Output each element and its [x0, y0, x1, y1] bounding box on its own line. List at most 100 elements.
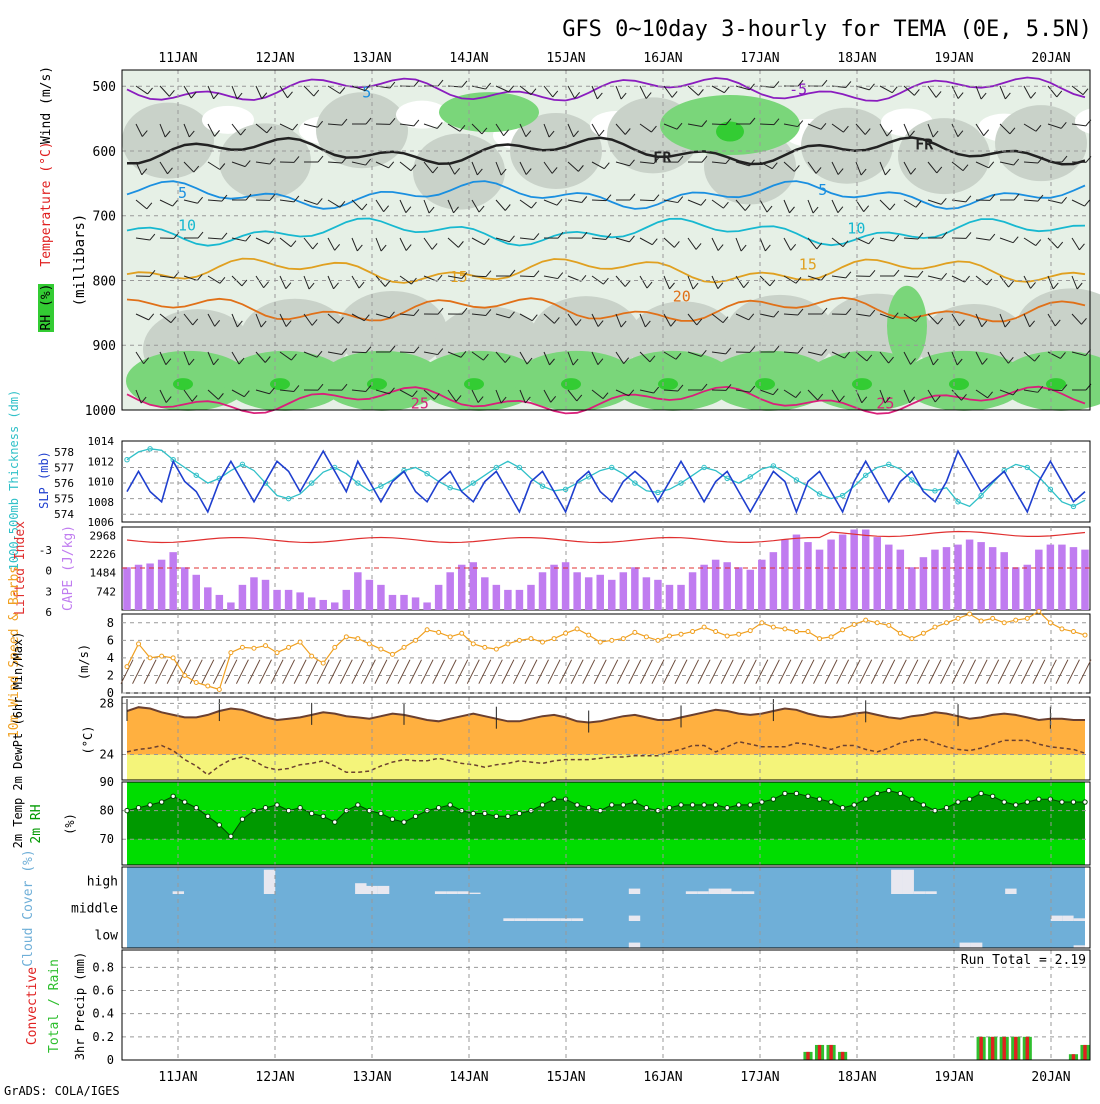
slp-tick-label: 1006 [88, 516, 115, 529]
rh2m-point [471, 811, 475, 815]
wind-speed-point [171, 656, 175, 660]
cape-bar [1000, 552, 1007, 610]
wind-speed-point [506, 642, 510, 646]
rh2m-point [575, 803, 579, 807]
cloud-cell-high [731, 891, 742, 894]
wind-barb [640, 200, 654, 201]
rh2m-point [275, 803, 279, 807]
wind-speed-point [194, 680, 198, 684]
wind-speed-point [725, 634, 729, 638]
rh2m-point [390, 817, 394, 821]
rh-saturated-region [173, 378, 193, 390]
cape-bar [643, 577, 650, 610]
rh2m-point [840, 806, 844, 810]
cape-bar [181, 567, 188, 610]
precip-tick-label: 0.8 [92, 960, 114, 974]
cape-bar [677, 585, 684, 610]
isotherm-label: -5 [789, 80, 807, 98]
precip-tick-label: 0.4 [92, 1007, 114, 1021]
cape-bar [250, 577, 257, 610]
pressure-tick-label: 800 [93, 274, 116, 289]
wind-speed-point [898, 631, 902, 635]
cape-bar [747, 570, 754, 610]
date-label-top: 16JAN [643, 51, 682, 66]
wind-tick-label: 8 [107, 616, 114, 630]
cape-bar [158, 560, 165, 610]
wind-speed-point [1071, 630, 1075, 634]
wind-speed-point [252, 646, 256, 650]
cape-bar [435, 585, 442, 610]
rh2m-point [817, 797, 821, 801]
temp-tick-label: 24 [100, 747, 114, 761]
wind-speed-point [679, 632, 683, 636]
cape-bar [262, 580, 269, 610]
cape-bar [735, 567, 742, 610]
rh2m-point [379, 811, 383, 815]
rh2m-point [540, 803, 544, 807]
cape-bar [527, 585, 534, 610]
wind-speed-point [414, 638, 418, 642]
rh-moist-region [995, 105, 1087, 181]
rh2m-point [690, 803, 694, 807]
cloud-cell-low [971, 943, 982, 948]
rh2m-point [413, 814, 417, 818]
wind-speed-point [402, 645, 406, 649]
rh2m-point [436, 806, 440, 810]
cape-axis-title: CAPE (J/kg) [61, 525, 76, 611]
wind-barb [472, 276, 486, 277]
cape-bar [908, 567, 915, 610]
wind-tick-label: 4 [107, 651, 114, 665]
date-label-bottom: 17JAN [740, 1070, 779, 1085]
rh2m-point [1014, 803, 1018, 807]
temp-tick-label: 28 [100, 696, 114, 710]
date-label-top: 18JAN [837, 51, 876, 66]
temperature-axis-title: Temperature (°C) [39, 141, 54, 266]
date-label-top: 12JAN [255, 51, 294, 66]
cape-bar [273, 590, 280, 610]
isotherm-label: 5 [178, 184, 187, 202]
wind-speed-point [483, 645, 487, 649]
precip-convective-bar [1014, 1037, 1017, 1060]
cape-bar [412, 597, 419, 610]
rh2m-point [783, 791, 787, 795]
cape-tick-label: 2226 [90, 548, 117, 561]
rh2m-point [863, 797, 867, 801]
wind-speed-point [794, 630, 798, 634]
wind-speed-point [367, 642, 371, 646]
rh2m-point [737, 803, 741, 807]
cape-bar [1081, 550, 1088, 610]
pressure-tick-label: 900 [93, 339, 116, 354]
cloud-cell-high [925, 891, 936, 894]
wind-speed-point [818, 637, 822, 641]
cloud-cell-high [903, 870, 914, 894]
wind-speed-point [310, 654, 314, 658]
wind-speed-point [494, 647, 498, 651]
rh-saturated-region [367, 378, 387, 390]
rh2m-point [506, 814, 510, 818]
rh-moist-region [413, 134, 505, 210]
wind-speed-point [160, 654, 164, 658]
thickness-tick-label: 576 [54, 477, 74, 490]
cape-bar [897, 550, 904, 610]
rh-humid-region [439, 92, 539, 132]
rh2m-point [586, 806, 590, 810]
rh2m-point [887, 788, 891, 792]
rh2m-tick-label: 90 [100, 775, 114, 789]
cape-bar [1024, 565, 1031, 610]
rh-saturated-region [464, 378, 484, 390]
precip-conv-axis-title: Convective [25, 967, 40, 1045]
rh2m-point [598, 808, 602, 812]
chart-title: GFS 0~10day 3-hourly for TEMA (0E, 5.5N) [562, 17, 1092, 42]
cloud-cell-high [743, 891, 754, 894]
cloud-row-label: high [87, 875, 118, 890]
date-label-top: 13JAN [352, 51, 391, 66]
rh2m-point [517, 811, 521, 815]
rh-saturated-region [755, 378, 775, 390]
wind-speed-point [1025, 616, 1029, 620]
cape-bar [793, 535, 800, 610]
wind-speed-point [829, 635, 833, 639]
cape-bar [873, 537, 880, 610]
wind-speed-point [321, 661, 325, 665]
rh2m-point [621, 803, 625, 807]
